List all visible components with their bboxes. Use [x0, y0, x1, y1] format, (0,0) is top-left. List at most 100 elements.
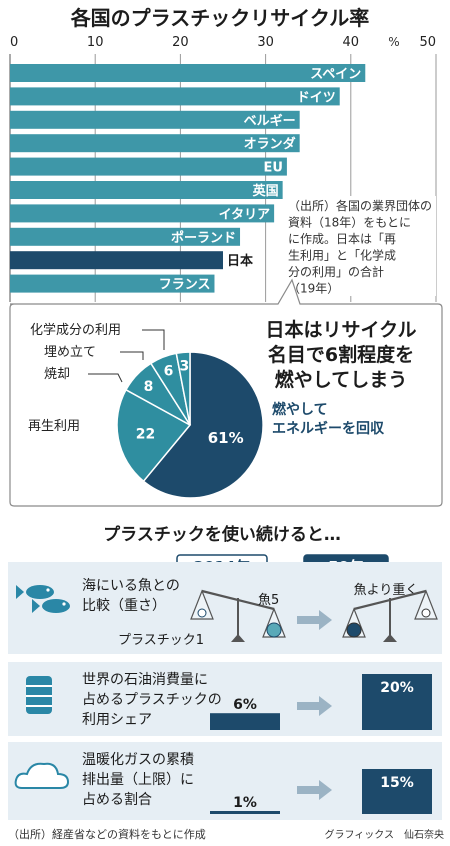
- panel-label-line: 温暖化ガスの累積: [82, 752, 194, 768]
- source-note-line: （出所）各国の業界団体の: [288, 198, 432, 213]
- arrow-shaft: [297, 786, 321, 794]
- headline-line: 日本はリサイクル: [265, 318, 416, 341]
- panel-label-line: 排出量（上限）に: [82, 772, 194, 788]
- source-note-line: （19年）: [288, 282, 339, 296]
- bar: [10, 110, 300, 129]
- oil-drum-icon: [26, 676, 52, 714]
- panel-background: [8, 562, 442, 654]
- cloud-shape: [14, 762, 70, 789]
- value-bar: [362, 674, 432, 730]
- fish-icon: [32, 599, 70, 613]
- leader-line: [88, 373, 123, 383]
- fish-icon: [16, 585, 54, 599]
- bar: [10, 274, 215, 293]
- pie-slice: [116, 388, 192, 483]
- fish-body: [26, 585, 54, 599]
- future-section-title: プラスチックを使い続けると…: [103, 524, 341, 545]
- arrow-shaft: [297, 702, 321, 710]
- leader-line: [120, 351, 144, 360]
- bar: [10, 251, 223, 270]
- panel-label-line: 比較（重さ）: [82, 598, 166, 614]
- bar-label: ポーランド: [171, 230, 236, 246]
- bar-label: オランダ: [244, 136, 296, 152]
- pie-slice-label: 再生利用: [28, 419, 80, 434]
- plastic-weight-label: プラスチック1: [118, 633, 204, 648]
- pie-chart: [116, 351, 264, 499]
- pie-slice: [142, 351, 264, 499]
- value-bar: [210, 811, 280, 814]
- pie-slice: [175, 351, 191, 426]
- scale-beam: [353, 589, 427, 611]
- bar-label: ドイツ: [297, 90, 336, 105]
- bar-label: 英国: [252, 183, 279, 199]
- panel-label-line: 占める割合: [82, 791, 152, 808]
- value-bar: [362, 769, 432, 814]
- bar-label: EU: [263, 161, 282, 176]
- fish-weight: [266, 622, 282, 638]
- scale-pan: [414, 589, 438, 620]
- pie-value-label: 3: [180, 358, 190, 374]
- bar: [10, 64, 366, 82]
- bar-chart-source-note: （出所）各国の業界団体の資料（18年）をもとにに作成。日本は「再生利用」と「化学…: [286, 196, 436, 296]
- fish-weight-label: 魚5: [258, 593, 279, 608]
- arrow-shaft: [297, 616, 321, 624]
- scale-base: [383, 634, 397, 642]
- pie-slice-label: 燃やして: [272, 401, 328, 418]
- source-note-background: [286, 196, 436, 296]
- value-label: 6%: [233, 697, 257, 713]
- arrow-right-icon: [297, 610, 332, 630]
- x-tick-label: 10: [87, 35, 104, 50]
- panel-label-line: 占めるプラスチックの: [82, 692, 222, 708]
- scale-beam: [201, 589, 275, 611]
- cloud-icon: [14, 762, 70, 789]
- pie-slice-label: 焼却: [44, 367, 70, 382]
- value-label: 20%: [380, 680, 414, 696]
- bar-chart-title: 各国のプラスチックリサイクル率: [70, 6, 370, 30]
- bar: [10, 134, 300, 153]
- value-bar: [210, 713, 280, 730]
- pie-value-label: 22: [136, 427, 155, 443]
- bar: [10, 87, 340, 106]
- source-note-line: に作成。日本は「再: [288, 232, 396, 246]
- bar: [10, 227, 241, 246]
- fish-eye: [62, 602, 66, 606]
- arrow-head: [319, 780, 332, 800]
- fish-tail: [32, 599, 40, 613]
- fish-eye: [46, 588, 50, 592]
- pie-value-label: 8: [144, 379, 154, 395]
- panel-label-line: 世界の石油消費量に: [82, 672, 208, 688]
- arrow-right-icon: [297, 696, 332, 716]
- bar-label: スペイン: [310, 67, 361, 82]
- panel-label-line: 利用シェア: [82, 712, 152, 728]
- scale-pan: [190, 589, 214, 620]
- fish-tail: [16, 585, 24, 599]
- bottom-source-note: （出所）経産省などの資料をもとに作成: [8, 827, 206, 841]
- bar: [10, 204, 275, 223]
- future-weight-label: 魚より重く: [354, 582, 419, 598]
- bar-chart-x-axis: 0 10 20 30 40 50: [10, 35, 436, 50]
- bar-label: フランス: [159, 278, 211, 293]
- bar-chart-unit-label: %: [388, 35, 399, 49]
- arrow-head: [319, 610, 332, 630]
- x-tick-label: 20: [172, 35, 189, 50]
- x-tick-label: 50: [419, 35, 436, 50]
- panel-label-line: 海にいる魚との: [82, 578, 180, 594]
- bar: [10, 181, 283, 199]
- fish-body: [42, 599, 70, 613]
- value-label: 15%: [380, 775, 414, 791]
- arrow-right-icon: [297, 780, 332, 800]
- pie-value-label: 61%: [208, 429, 244, 447]
- bar-label: ベルギー: [244, 113, 296, 129]
- bar-label: イタリア: [219, 207, 270, 222]
- arrow-head: [319, 696, 332, 716]
- source-note-line: 生利用」と「化学成: [288, 248, 396, 263]
- leader-line: [142, 329, 165, 350]
- x-tick-label: 40: [343, 35, 360, 50]
- bar-label: 日本: [227, 253, 253, 269]
